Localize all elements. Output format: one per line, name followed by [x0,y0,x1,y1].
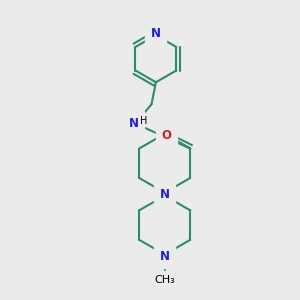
Text: N: N [151,27,161,40]
Text: H: H [140,116,147,126]
Text: N: N [160,188,170,201]
Text: N: N [129,117,139,130]
Text: O: O [162,129,172,142]
Text: CH₃: CH₃ [154,275,175,285]
Text: N: N [160,250,170,262]
